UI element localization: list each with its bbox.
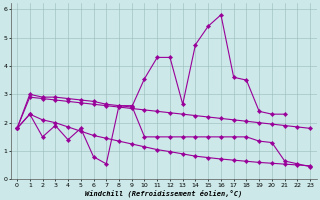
X-axis label: Windchill (Refroidissement éolien,°C): Windchill (Refroidissement éolien,°C) bbox=[85, 189, 242, 197]
